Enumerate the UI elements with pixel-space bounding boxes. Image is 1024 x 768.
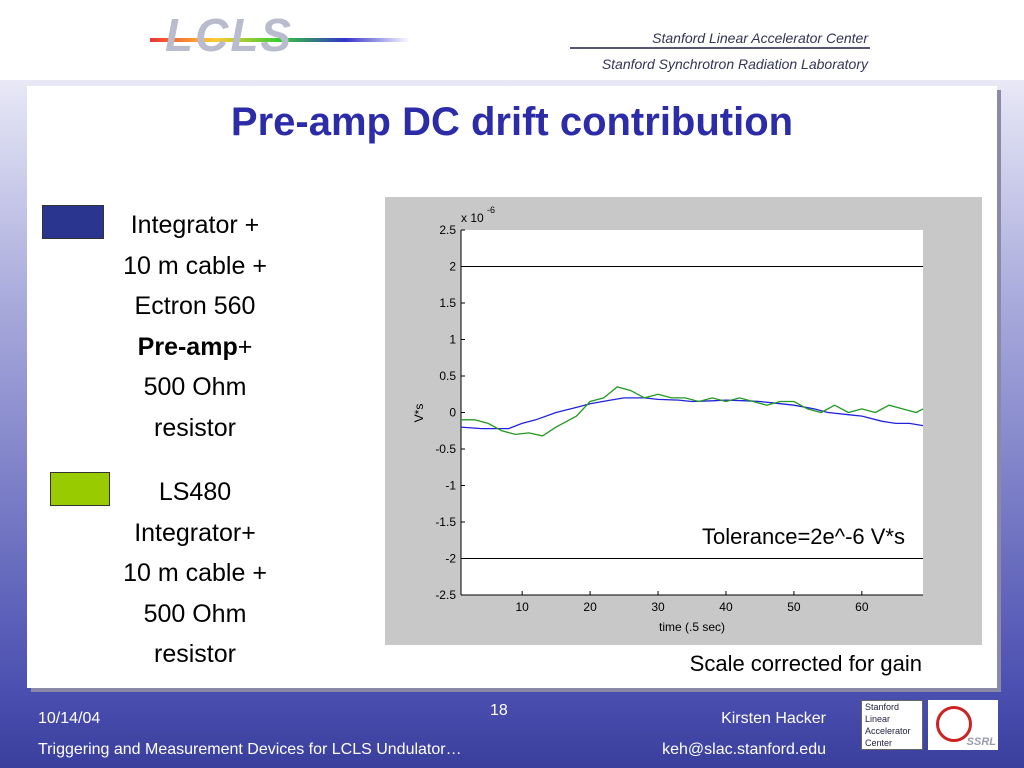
legend-text: + (237, 332, 253, 361)
legend-line: Ectron 560 (134, 292, 256, 320)
legend-line: Integrator + (130, 211, 260, 239)
y-tick-label: 1.5 (439, 296, 456, 310)
footer-author: Kirsten Hacker (721, 710, 826, 727)
legend-line: resistor (154, 413, 236, 442)
footer-date: 10/14/04 (38, 710, 101, 727)
badge-logo: SSRL (928, 700, 998, 750)
legend-line: LS480 (158, 478, 232, 506)
legend-text: Pre-amp (137, 332, 238, 361)
legend-line: Integrator+ (134, 518, 256, 547)
legend-line: resistor (154, 640, 236, 668)
badge-mark: SSRL (966, 736, 996, 748)
legend-line: Pre-amp+ (90, 327, 300, 368)
header: LCLS Stanford Linear Accelerator Center … (0, 0, 1024, 80)
legend-label: LS480 Integrator+ 10 m cable + 500 Ohm resis… (90, 472, 300, 675)
badge-line: Center (865, 738, 893, 748)
slide-title: Pre-amp DC drift contribution (230, 100, 794, 144)
badge: Stanford Linear Accelerator Center (861, 700, 923, 750)
y-tick-label: -2 (445, 552, 456, 566)
legend-label: Integrator + 10 m cable + Ectron 560 Pre-am… (90, 205, 300, 448)
badge-line: Linear (865, 714, 891, 724)
chart-note: Scale corrected for gain (690, 651, 922, 676)
y-tick-label: 1 (449, 333, 456, 347)
legend-line: 500 Ohm (143, 599, 247, 628)
footer-email: keh@slac.stanford.edu (662, 741, 826, 758)
logo: LCLS (165, 9, 294, 61)
legend-swatch (42, 205, 104, 239)
org-name: Stanford Synchrotron Radiation Laborator… (601, 56, 868, 72)
page-number: 18 (490, 702, 508, 719)
series-line (461, 386, 924, 437)
x-tick-label: 60 (855, 600, 869, 614)
rule (570, 47, 870, 49)
badge-line: Stanford (865, 702, 900, 712)
y-tick-label: -1 (445, 479, 456, 493)
legend-line: 10 m cable + (123, 559, 267, 587)
legend-swatch (50, 472, 110, 506)
x-tick-label: 50 (787, 600, 801, 614)
legend-line: 500 Ohm (143, 373, 247, 401)
x-tick-label: 40 (719, 600, 733, 614)
y-tick-label: -0.5 (435, 442, 456, 456)
y-tick-label: -2.5 (435, 588, 456, 602)
x-tick-label: 10 (515, 600, 529, 614)
axis-multiplier-exponent: -6 (487, 205, 495, 215)
x-tick-label: 20 (583, 600, 597, 614)
org-name: Stanford Linear Accelerator Center (652, 30, 868, 46)
logo-stripe (150, 38, 410, 42)
axis-multiplier: x 10 (461, 211, 484, 225)
annotation: Tolerance=2e^-6 V*s (702, 524, 905, 549)
y-tick-label: -1.5 (435, 515, 456, 529)
legend-line: 10 m cable + (123, 251, 267, 280)
x-axis-label: time (.5 sec) (659, 620, 725, 634)
badge-line: Accelerator (865, 726, 911, 736)
y-tick-label: 2.5 (439, 223, 456, 237)
footer-talk: Triggering and Measurement Devices for L… (38, 741, 462, 758)
plot-area (461, 230, 923, 595)
y-axis-label: V*s (412, 404, 426, 423)
x-tick-label: 30 (651, 600, 665, 614)
y-tick-label: 0 (449, 406, 456, 420)
y-tick-label: 0.5 (439, 369, 456, 383)
y-tick-label: 2 (449, 260, 456, 274)
ring (936, 706, 972, 742)
